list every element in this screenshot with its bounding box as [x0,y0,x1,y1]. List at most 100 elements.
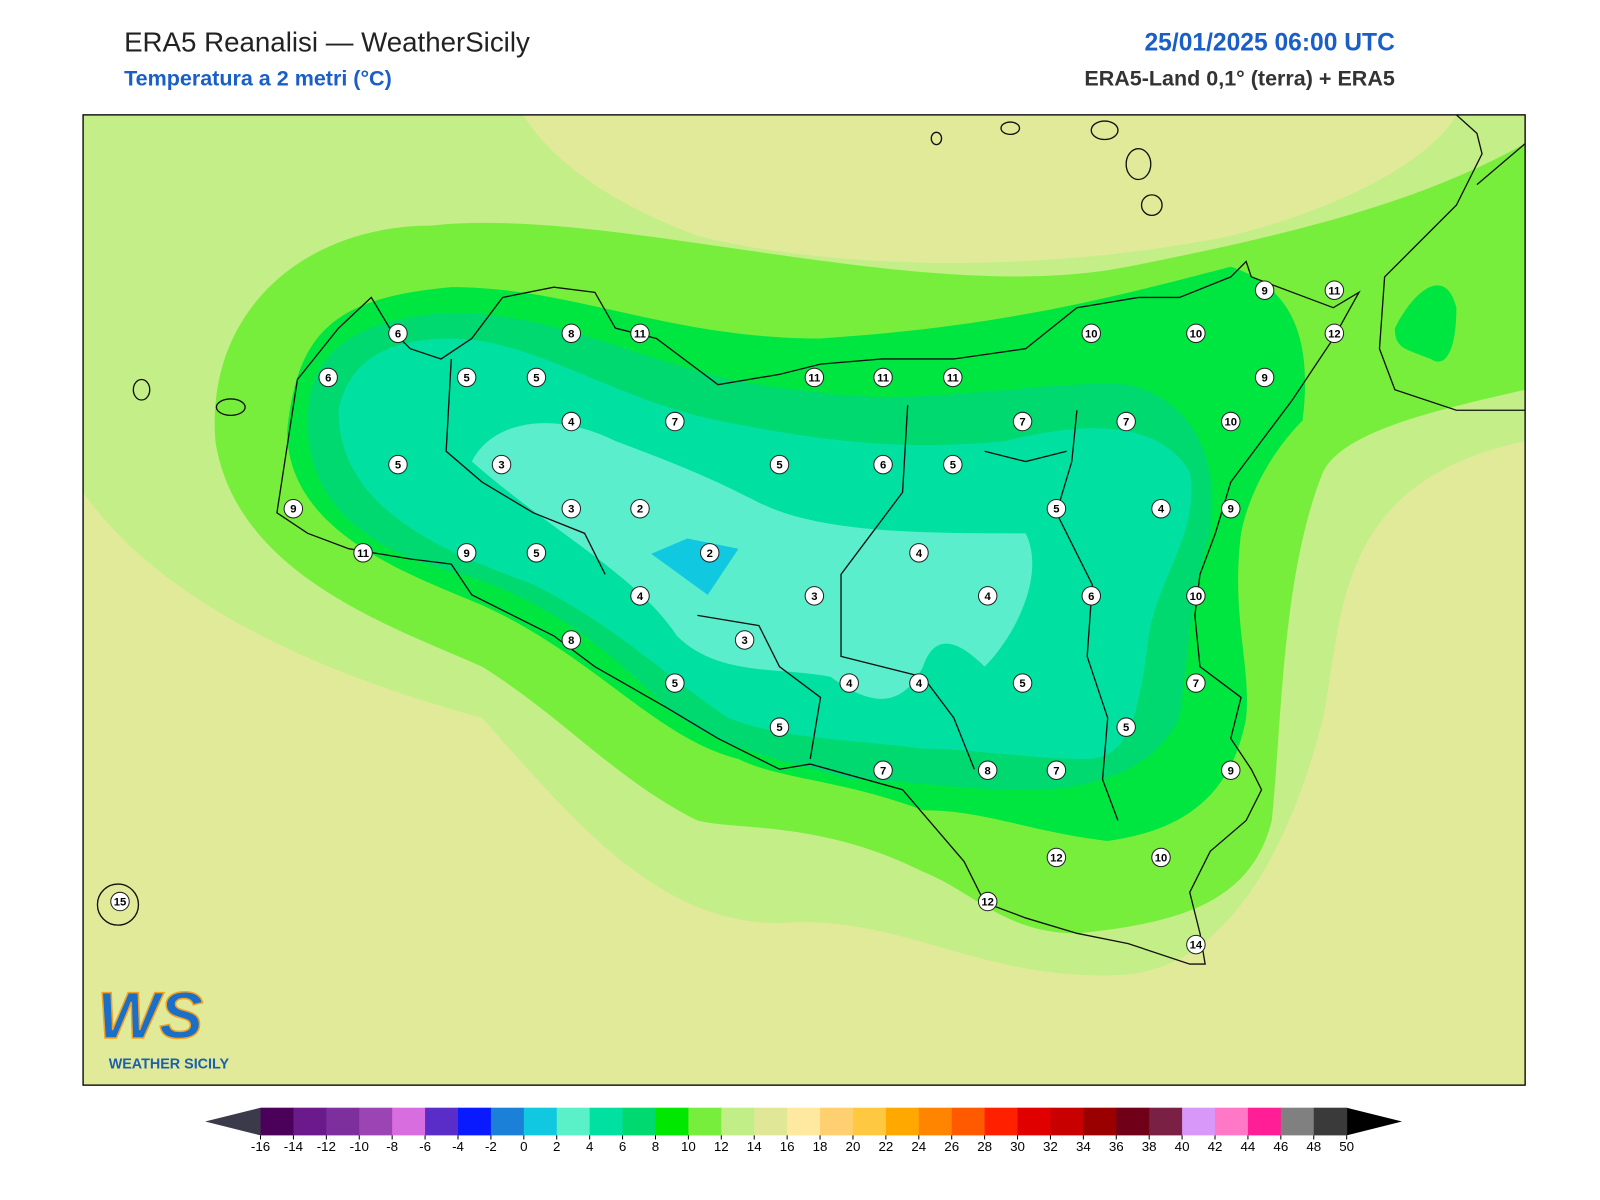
station-marker [630,586,650,606]
station-value: 8 [568,635,574,647]
colorbar-tick-label: 26 [944,1139,959,1154]
station-value: 9 [290,504,296,516]
station-marker [665,673,685,693]
station-value: 7 [1053,765,1059,777]
colorbar-bin [688,1107,722,1136]
station-value: 11 [808,372,820,384]
colorbar-tick-label: 42 [1208,1139,1223,1154]
colorbar-bin [1083,1107,1117,1136]
station-value: 4 [568,417,575,429]
station-value: 5 [533,372,539,384]
station-value: 4 [916,548,923,560]
station-value: 6 [880,460,886,472]
colorbar-tick-label: 30 [1010,1139,1025,1154]
station-marker [1151,498,1171,519]
station-value: 4 [916,678,923,690]
colorbar-bin [392,1107,426,1136]
station-marker [1324,280,1345,300]
station-marker [1324,323,1345,344]
station-value: 4 [637,591,644,603]
station-value: 11 [877,372,889,384]
station-marker [388,454,408,475]
station-value: 7 [880,765,886,777]
colorbar-bin [951,1107,986,1136]
colorbar-bin [293,1107,327,1136]
colorbar-bin [820,1107,854,1136]
colorbar-bin [490,1107,525,1136]
station-marker [734,630,755,650]
colorbar-tick-label: -14 [284,1139,304,1154]
station-value: 15 [114,897,127,909]
station-marker [388,323,408,344]
field [83,441,1526,1086]
station-value: 10 [1155,852,1168,864]
colorbar-bin [885,1107,920,1136]
colorbar-tick-label: 32 [1043,1139,1058,1154]
station-marker [353,543,373,563]
colorbar-bin [1215,1107,1249,1136]
colorbar-tick-label: 34 [1076,1139,1091,1154]
colorbar-bin [622,1107,656,1136]
station-marker [1221,498,1241,519]
station-value: 5 [672,678,678,690]
colorbar-tick-label: 28 [977,1139,992,1154]
station-marker [1116,717,1136,737]
station-value: 5 [464,372,470,384]
station-value: 7 [1123,417,1129,429]
station-marker [909,673,929,693]
colorbar-over [1346,1107,1403,1136]
colorbar-tick-label: 18 [813,1139,828,1154]
station-value: 7 [1193,678,1199,690]
title: ERA5 Reanalisi — WeatherSicily [124,26,530,57]
station-marker [769,717,790,737]
colorbar-bin [1017,1107,1051,1136]
map-fill: 6 8 11 6 5 5 11 11 11 10 10 9 11 12 9 4 7 7 7 10 5 3 5 6 5 9 3 2 5 4 9… [83,114,1526,1086]
colorbar-bin [1182,1107,1216,1136]
station-marker [1046,847,1067,868]
station-marker [561,498,582,519]
colorbar-bin [326,1107,360,1136]
colorbar-tick-label: 10 [681,1139,696,1154]
station-value: 14 [1190,940,1203,952]
colorbar-tick-label: -2 [485,1139,497,1154]
station-value: 9 [1261,372,1267,384]
colorbar-tick-label: 48 [1306,1139,1321,1154]
station-marker [804,367,825,388]
station-marker [943,454,963,475]
colorbar-bin [1149,1107,1183,1136]
datetime: 25/01/2025 06:00 UTC [1144,30,1395,57]
station-value: 2 [637,504,643,516]
station-marker [526,543,547,563]
station-marker [1046,498,1067,519]
station-marker [977,586,998,606]
station-value: 5 [533,548,539,560]
station-value: 12 [1328,328,1341,340]
colorbar-bin [655,1107,689,1136]
station-marker [909,543,929,563]
station-marker [1221,760,1241,780]
station-marker [769,454,790,475]
station-value: 12 [1050,852,1063,864]
station-marker [456,367,477,388]
station-value: 9 [1228,765,1234,777]
station-marker [318,367,338,388]
station-value: 10 [1190,591,1203,603]
colorbar-tick-label: 40 [1175,1139,1190,1154]
station-marker [873,760,893,780]
station-marker [283,498,304,519]
station-marker [943,367,963,388]
station-value: 5 [776,722,782,734]
colorbar-tick-label: 2 [553,1139,560,1154]
station-value: 7 [1019,417,1025,429]
colorbar-bin [1116,1107,1150,1136]
station-marker [1254,280,1275,300]
station-marker [456,543,477,563]
station-marker [977,891,998,912]
station-value: 9 [464,548,470,560]
colorbar-tick-label: -16 [251,1139,270,1154]
station-value: 5 [1123,722,1129,734]
station-value: 6 [395,328,401,340]
station-marker [665,411,685,432]
colorbar-bin [721,1107,755,1136]
